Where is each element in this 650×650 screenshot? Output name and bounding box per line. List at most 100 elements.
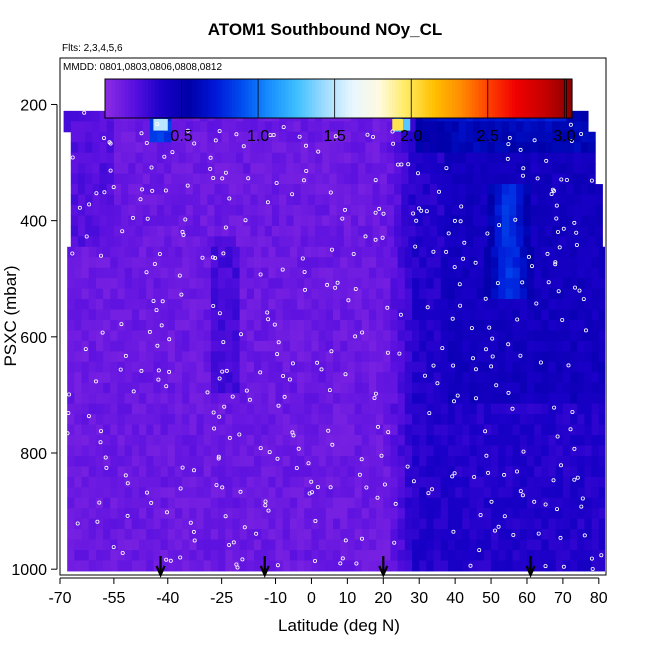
heatmap-cell	[189, 246, 197, 258]
heatmap-cell	[77, 215, 86, 227]
heatmap-cell	[289, 487, 298, 499]
heatmap-cell	[264, 163, 273, 175]
heatmap-cell	[146, 382, 154, 394]
heatmap-cell	[196, 435, 205, 446]
heatmap-cell	[429, 215, 438, 227]
heatmap-cell	[300, 215, 309, 227]
heatmap-cell	[164, 121, 172, 133]
heatmap-cell	[146, 424, 154, 436]
heatmap-cell	[376, 246, 384, 258]
heatmap-cell	[566, 121, 575, 133]
heatmap-cell	[149, 194, 158, 206]
sample-point	[354, 561, 359, 566]
heatmap-cell	[498, 299, 506, 311]
heatmap-cell	[562, 539, 571, 551]
sample-point	[254, 531, 259, 536]
heatmap-cell	[149, 173, 158, 185]
heatmap-cell	[509, 184, 517, 196]
heatmap-cell	[548, 424, 557, 436]
heatmap-cell	[110, 508, 118, 520]
heatmap-cell	[74, 382, 83, 394]
heatmap-cell	[505, 330, 514, 342]
heatmap-cell	[595, 194, 603, 206]
heatmap-cell	[573, 236, 582, 248]
heatmap-cell	[196, 361, 205, 373]
heatmap-cell	[329, 204, 338, 216]
heatmap-cell	[103, 550, 111, 561]
heatmap-cell	[433, 340, 442, 352]
x-tick-label: 20	[374, 590, 392, 607]
heatmap-cell	[487, 163, 496, 175]
heatmap-cell	[598, 424, 605, 436]
heatmap-cell	[476, 403, 485, 415]
heatmap-cell	[325, 246, 334, 258]
heatmap-cell	[354, 257, 363, 269]
heatmap-cell	[307, 215, 316, 227]
heatmap-cell	[429, 225, 438, 237]
heatmap-cell	[174, 288, 183, 300]
heatmap-cell	[268, 246, 277, 258]
heatmap-cell	[541, 267, 550, 279]
heatmap-cell	[584, 466, 593, 478]
heatmap-cell	[236, 204, 244, 216]
heatmap-cell	[196, 267, 205, 279]
heatmap-cell	[271, 152, 280, 164]
heatmap-cell	[386, 152, 395, 164]
sample-point	[82, 110, 87, 115]
heatmap-cell	[588, 131, 596, 143]
heatmap-cell	[117, 508, 126, 520]
heatmap-cell	[548, 550, 557, 561]
heatmap-cell	[325, 330, 334, 342]
heatmap-cell	[368, 424, 377, 436]
sample-point	[302, 287, 307, 292]
sample-point	[167, 337, 172, 342]
sample-point	[549, 191, 554, 196]
heatmap-cell	[297, 372, 305, 384]
heatmap-cell	[491, 518, 499, 530]
heatmap-cell	[253, 424, 262, 436]
heatmap-cell	[433, 539, 442, 551]
heatmap-cell	[350, 194, 359, 206]
heatmap-cell	[519, 330, 528, 342]
sample-point	[459, 204, 464, 209]
heatmap-cell	[519, 288, 528, 300]
heatmap-cell	[491, 476, 499, 488]
heatmap-cell	[88, 476, 97, 488]
heatmap-cell	[253, 403, 262, 415]
heatmap-cell	[519, 393, 528, 405]
heatmap-cell	[182, 288, 190, 300]
sample-point	[120, 229, 125, 234]
x-tick-label: -55	[102, 590, 125, 607]
sample-point	[108, 141, 113, 146]
heatmap-cell	[498, 550, 506, 561]
heatmap-cell	[598, 278, 605, 290]
heatmap-cell	[304, 393, 312, 405]
heatmap-cell	[562, 550, 571, 561]
heatmap-cell	[142, 142, 151, 154]
heatmap-cell	[67, 299, 75, 311]
heatmap-cell	[509, 142, 517, 154]
heatmap-cell	[225, 424, 233, 436]
heatmap-cell	[343, 152, 352, 164]
heatmap-cell	[124, 435, 133, 446]
heatmap-cell	[347, 424, 356, 436]
heatmap-cell	[95, 445, 104, 457]
heatmap-cell	[462, 403, 470, 415]
heatmap-cell	[512, 560, 521, 572]
heatmap-cell	[577, 476, 585, 488]
heatmap-cell	[275, 466, 284, 478]
heatmap-cell	[476, 424, 485, 436]
heatmap-cell	[541, 288, 550, 300]
heatmap-cell	[95, 382, 104, 394]
heatmap-cell	[383, 435, 391, 446]
heatmap-cell	[315, 184, 323, 196]
heatmap-cell	[591, 340, 600, 352]
heatmap-cell	[246, 424, 255, 436]
heatmap-cell	[519, 246, 528, 258]
heatmap-cell	[103, 403, 111, 415]
heatmap-cell	[261, 508, 269, 520]
heatmap-cell	[455, 372, 463, 384]
heatmap-cell	[207, 236, 215, 248]
heatmap-cell	[548, 497, 557, 509]
heatmap-cell	[372, 184, 381, 196]
